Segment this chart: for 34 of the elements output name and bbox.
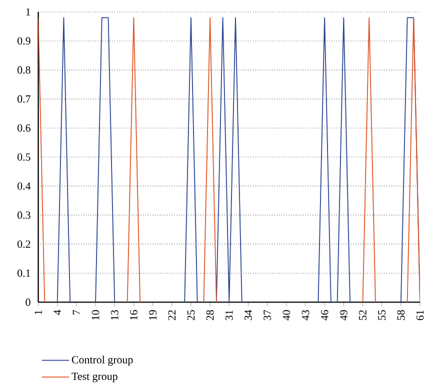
x-tick-label: 25 (187, 310, 195, 320)
x-tick-label: 31 (225, 310, 233, 320)
x-tick-label: 4 (54, 310, 61, 316)
x-tick-label: 34 (244, 310, 252, 320)
x-tick-label: 37 (264, 310, 271, 320)
x-tick-label: 13 (110, 310, 118, 320)
x-tick-label: 22 (168, 310, 176, 320)
y-tick-label: 0.9 (18, 37, 30, 45)
legend-label: Control group (72, 356, 133, 366)
y-tick-label: 0.3 (18, 212, 30, 219)
x-tick-label: 61 (416, 310, 424, 320)
x-tick-label: 7 (72, 310, 80, 315)
x-tick-label: 10 (92, 310, 100, 320)
x-tick-label: 52 (359, 310, 366, 320)
x-tick-label: 58 (397, 310, 405, 320)
x-tick-label: 49 (340, 310, 348, 321)
y-tick-label: 0.1 (18, 270, 30, 278)
y-tick-label: 0 (26, 298, 30, 306)
y-tick-label: 0.6 (18, 124, 30, 132)
x-tick-label: 43 (302, 310, 310, 321)
y-tick-label: 0.7 (18, 95, 30, 103)
y-tick-label: 1 (26, 8, 30, 16)
x-tick-label: 55 (378, 310, 386, 320)
x-tick-label: 28 (206, 310, 214, 320)
x-tick-label: 19 (149, 310, 156, 320)
x-tick-label: 16 (130, 310, 138, 320)
x-tick-label: 40 (282, 310, 290, 321)
x-tick-label: 46 (320, 310, 328, 321)
legend-label: Test group (72, 372, 118, 382)
y-tick-label: 0.2 (18, 240, 30, 248)
y-tick-label: 0.4 (18, 182, 31, 190)
y-tick-label: 0.8 (18, 66, 30, 74)
x-tick-label: 1 (34, 310, 42, 314)
y-tick-label: 0.5 (18, 154, 30, 161)
